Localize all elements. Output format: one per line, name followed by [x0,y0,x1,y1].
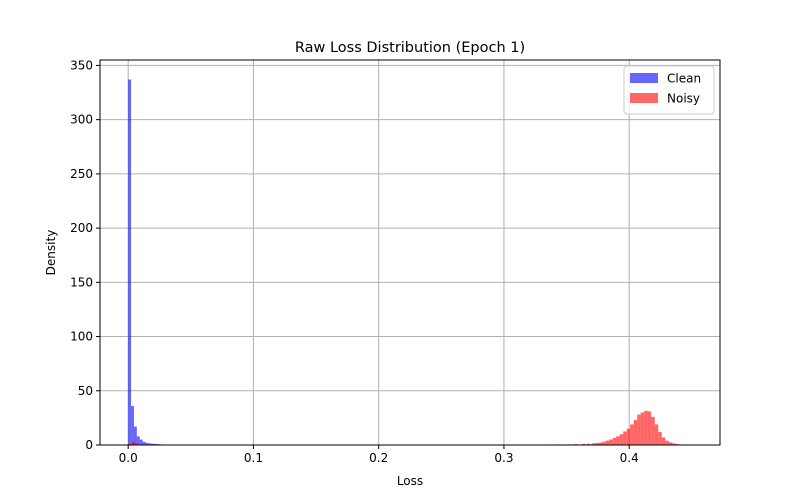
bar-noisy [668,442,673,445]
plot-frame [99,59,721,446]
grid-lines [100,60,720,446]
bar-noisy [658,431,662,445]
bar-clean [142,441,146,445]
x-axis-ticks: 0.0 0.1 0.2 0.3 0.4 [119,445,639,465]
bar-noisy [623,431,627,445]
bar-noisy [640,412,645,445]
bar-noisy [630,424,634,445]
legend-swatch-noisy [630,93,658,103]
bar-noisy [612,437,617,445]
bar-clean [133,426,137,445]
y-tick-label: 300 [70,113,93,127]
bar-noisy [131,441,136,445]
bar-noisy [602,441,606,445]
legend-label-noisy: Noisy [667,92,700,106]
y-axis-ticks: 0 50 100 150 200 250 300 350 [70,58,100,452]
legend: Clean Noisy [623,65,715,115]
bar-noisy [581,443,586,445]
y-axis-label: Density [44,230,58,276]
bar-noisy [595,443,599,445]
bar-noisy [661,437,666,445]
bar-clean [145,442,149,445]
y-tick-label: 50 [78,384,93,398]
bar-clean [148,443,152,445]
bar-noisy [609,439,613,445]
y-tick-label: 250 [70,167,93,181]
bar-noisy [616,436,620,445]
y-tick-label: 350 [70,58,93,72]
y-tick-label: 0 [85,438,93,452]
bar-clean [136,436,140,445]
bar-noisy [619,434,624,445]
x-tick-label: 0.2 [369,451,388,465]
x-tick-label: 0.0 [119,451,138,465]
y-tick-label: 100 [70,330,93,344]
legend-label-clean: Clean [667,72,701,86]
x-tick-label: 0.1 [244,451,263,465]
legend-swatch-clean [630,73,658,83]
bar-clean [131,405,134,445]
bar-noisy [128,443,132,445]
bar-noisy [591,443,596,445]
bar-noisy [647,411,652,445]
bar-clean [154,443,157,445]
histogram-bars [128,79,683,446]
bar-noisy [644,410,648,445]
chart-title: Raw Loss Distribution (Epoch 1) [295,40,525,56]
bar-noisy [598,442,603,445]
y-tick-label: 150 [70,275,93,289]
bar-noisy [637,414,641,445]
bar-noisy [654,424,659,445]
x-axis-label: Loss [397,474,423,488]
x-tick-label: 0.4 [620,451,639,465]
bar-noisy [633,420,638,445]
bar-clean [139,439,143,445]
bar-clean [128,79,132,446]
bar-noisy [672,443,676,445]
bar-noisy [626,428,631,445]
bar-noisy [605,440,610,445]
bar-noisy [135,443,139,445]
x-tick-label: 0.3 [494,451,513,465]
bar-clean [151,443,155,445]
bar-noisy [665,440,669,445]
y-tick-label: 200 [70,221,93,235]
bar-noisy [651,416,655,445]
bar-noisy [586,443,591,445]
